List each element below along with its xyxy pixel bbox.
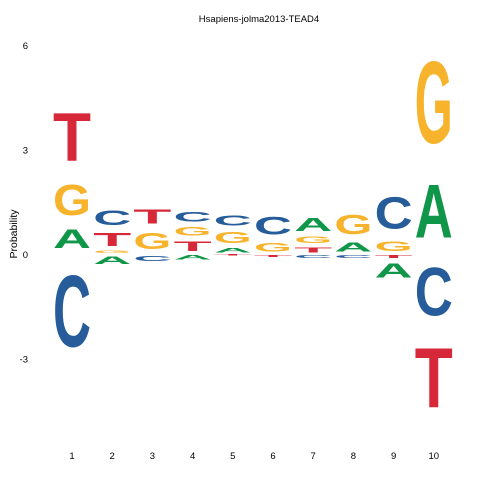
logo-letter-c: C	[375, 189, 413, 239]
logo-letter-a: A	[294, 214, 332, 235]
x-tick-label: 3	[150, 451, 155, 462]
logo-letter-t: T	[214, 254, 252, 256]
x-tick-label: 7	[311, 451, 316, 462]
logo-letter-c: C	[53, 254, 91, 368]
logo-letter-a: A	[334, 240, 372, 254]
chart-title: Hsapiens-jolma2013-TEAD4	[199, 14, 319, 25]
logo-letter-g: G	[294, 235, 332, 245]
logo-letter-a: A	[214, 246, 252, 254]
logo-letter-g: G	[254, 240, 292, 254]
logo-letter-t: T	[93, 230, 131, 250]
y-tick-label: 3	[23, 146, 28, 157]
x-tick-label: 1	[69, 451, 74, 462]
logo-letter-t: T	[375, 254, 413, 259]
logo-letter-c: C	[294, 254, 332, 259]
logo-letter-t: T	[53, 99, 91, 175]
logo-letter-t: T	[174, 238, 213, 254]
logo-letter-t: T	[254, 254, 292, 257]
logo-letter-g: G	[334, 209, 372, 240]
y-tick-label: 0	[23, 250, 28, 261]
logo-letter-c: C	[334, 254, 372, 259]
logo-letter-c: C	[415, 254, 453, 330]
logo-letter-a: A	[415, 169, 453, 254]
x-tick-label: 4	[190, 451, 195, 462]
x-tick-label: 5	[230, 451, 235, 462]
logo-letter-c: C	[254, 212, 292, 240]
logo-letter-c: C	[133, 254, 171, 263]
logo-letter-g: G	[93, 250, 131, 254]
x-tick-labels: 1 2 3 4 5 6 7 8 9 10	[69, 451, 439, 462]
y-axis-label: Probability	[8, 209, 20, 259]
logo-letter-g: G	[415, 37, 453, 167]
logo-letter-g: G	[214, 229, 252, 247]
logo-letter-g: G	[133, 228, 171, 254]
x-tick-label: 2	[110, 451, 115, 462]
y-tick-label: 6	[23, 41, 28, 52]
x-tick-label: 9	[391, 451, 396, 462]
x-tick-label: 8	[351, 451, 356, 462]
logo-letter-g: G	[375, 238, 413, 254]
x-tick-label: 10	[429, 451, 440, 462]
y-tick-labels: 6 3 0 -3	[20, 41, 28, 365]
logo-letter-a: A	[174, 254, 212, 261]
logo-letter-t: T	[294, 245, 332, 254]
logo-letter-g: G	[53, 175, 91, 224]
logo-letter-t: T	[415, 330, 453, 426]
logo-letter-c: C	[93, 207, 131, 230]
logo-letter-a: A	[53, 224, 91, 254]
logo-letter-c: C	[174, 209, 212, 225]
logo-letter-a: A	[375, 260, 413, 282]
x-tick-label: 6	[270, 451, 275, 462]
logo-letter-t: T	[133, 205, 171, 228]
logo-letter-a: A	[93, 254, 131, 266]
y-tick-label: -3	[20, 354, 28, 365]
logo-letter-c: C	[214, 213, 252, 230]
logo-letter-g: G	[174, 224, 212, 238]
